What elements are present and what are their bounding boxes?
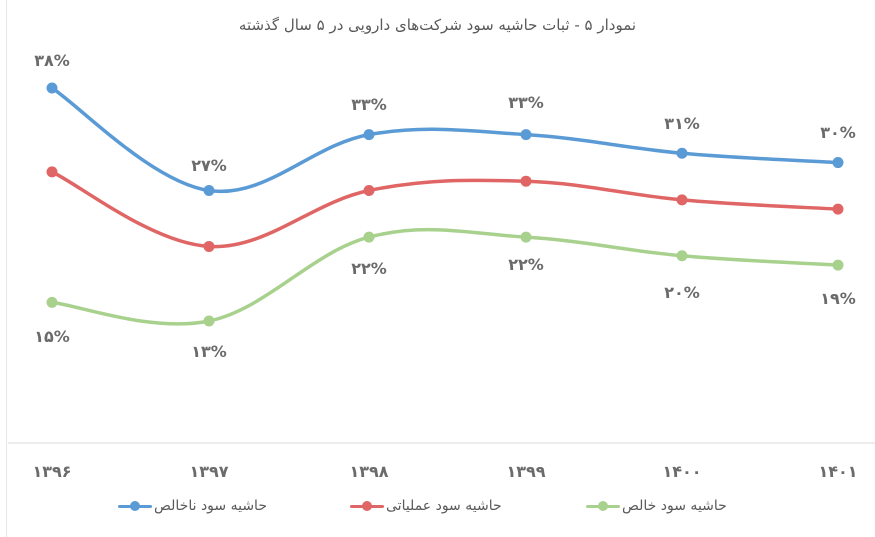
data-label: ۲۰% [664, 283, 700, 302]
data-label: ۱۳% [191, 342, 227, 361]
x-tick-label: ۱۳۹۸ [349, 462, 388, 481]
data-point-marker[interactable] [676, 147, 688, 159]
data-label: ۲۲% [351, 259, 387, 278]
legend-label: حاشیه سود عملیاتی [386, 498, 502, 514]
data-label: ۳۳% [351, 95, 387, 114]
legend-item-operating[interactable]: حاشیه سود عملیاتی [350, 498, 502, 514]
chart-title: نمودار ۵ - ثبات حاشیه سود شرکت‌های داروی… [238, 16, 637, 34]
x-tick-label: ۱۴۰۱ [818, 462, 857, 481]
data-point-marker[interactable] [676, 250, 688, 262]
chart-frame [6, 0, 875, 537]
series-operating [46, 166, 844, 252]
series-line [50, 86, 840, 194]
data-point-marker[interactable] [520, 129, 532, 141]
data-point-marker[interactable] [363, 185, 375, 197]
data-point-marker[interactable] [203, 185, 215, 197]
data-point-marker[interactable] [46, 82, 58, 94]
data-point-marker[interactable] [832, 259, 844, 271]
data-label: ۳۳% [508, 93, 544, 112]
data-label: ۱۵% [34, 327, 70, 346]
data-label: ۱۹% [820, 289, 856, 308]
data-point-marker[interactable] [363, 129, 375, 141]
legend-label: حاشیه سود خالص [622, 498, 727, 514]
data-point-marker[interactable] [832, 157, 844, 169]
data-point-marker[interactable] [46, 296, 58, 308]
data-point-marker[interactable] [832, 203, 844, 215]
data-point-marker[interactable] [363, 231, 375, 243]
net-data-labels: ۱۵% ۱۳% ۲۲% ۲۲% ۲۰% ۱۹% [34, 255, 856, 361]
legend-line-marker-icon [586, 500, 620, 512]
data-label: ۳۸% [34, 51, 70, 70]
legend-item-gross[interactable]: حاشیه سود ناخالص [118, 498, 267, 514]
data-point-marker[interactable] [203, 240, 215, 252]
gross-data-labels: ۳۸% ۲۷% ۳۳% ۳۳% ۳۱% ۳۰% [34, 51, 856, 175]
data-label: ۳۰% [820, 123, 856, 142]
x-tick-label: ۱۳۹۷ [189, 462, 228, 481]
data-point-marker[interactable] [203, 315, 215, 327]
x-axis-labels: ۱۳۹۶ ۱۳۹۷ ۱۳۹۸ ۱۳۹۹ ۱۴۰۰ ۱۴۰۱ [32, 462, 857, 481]
x-tick-label: ۱۳۹۶ [32, 462, 71, 481]
legend-label: حاشیه سود ناخالص [154, 498, 267, 514]
x-tick-label: ۱۳۹۹ [506, 462, 545, 481]
data-label: ۲۷% [191, 156, 227, 175]
legend-line-marker-icon [118, 500, 152, 512]
data-point-marker[interactable] [676, 194, 688, 206]
chart-legend: حاشیه سود ناخالص حاشیه سود عملیاتی حاشیه… [0, 498, 875, 522]
data-point-marker[interactable] [520, 175, 532, 187]
legend-item-net[interactable]: حاشیه سود خالص [586, 498, 727, 514]
data-point-marker[interactable] [520, 231, 532, 243]
x-tick-label: ۱۴۰۰ [662, 462, 701, 481]
data-point-marker[interactable] [46, 166, 58, 178]
series-net [46, 227, 844, 327]
data-label: ۲۲% [508, 255, 544, 274]
legend-line-marker-icon [350, 500, 384, 512]
series-line [50, 170, 840, 249]
data-label: ۳۱% [664, 114, 700, 133]
series-layer [46, 82, 844, 327]
series-gross [46, 82, 844, 197]
series-line [50, 227, 840, 326]
